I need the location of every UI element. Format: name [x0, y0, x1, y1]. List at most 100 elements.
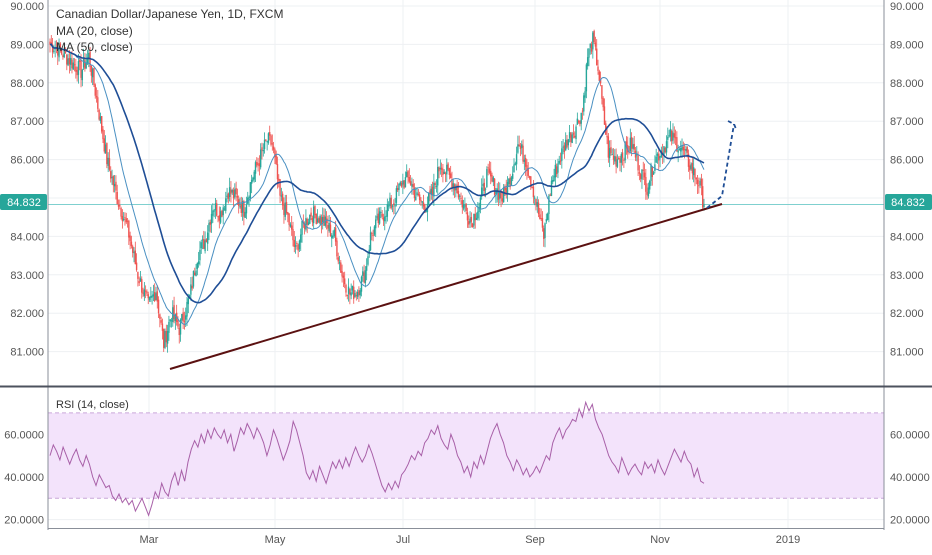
- candle-body: [195, 270, 197, 277]
- candle-body: [51, 44, 54, 53]
- price-tick-right: 88.000: [890, 78, 924, 90]
- ma20-legend[interactable]: MA (20, close): [56, 24, 133, 38]
- candle-body: [119, 204, 121, 207]
- candle-body: [97, 97, 99, 109]
- candle-body: [395, 188, 398, 203]
- rsi-legend[interactable]: RSI (14, close): [56, 399, 129, 411]
- candle-body: [652, 172, 655, 175]
- candle-body: [381, 213, 383, 217]
- candle-body: [262, 150, 264, 152]
- candle-body: [187, 298, 189, 305]
- candle-body: [241, 201, 244, 213]
- price-tick-left: 83.000: [10, 270, 44, 282]
- candle-body: [702, 186, 704, 208]
- candle-body: [259, 149, 262, 168]
- candle-body: [191, 285, 193, 289]
- candle-body: [598, 71, 601, 81]
- candle-body: [689, 165, 691, 171]
- candle-body: [132, 246, 134, 253]
- candle-body: [482, 183, 484, 187]
- candle-body: [616, 159, 619, 167]
- candle-body: [128, 220, 130, 238]
- candle-body: [53, 50, 55, 52]
- candle-body: [608, 148, 611, 159]
- candle-body: [276, 164, 279, 180]
- candle-body: [206, 232, 209, 244]
- candle-body: [500, 190, 502, 199]
- candle-body: [151, 295, 153, 298]
- candle-body: [553, 175, 555, 182]
- candle-body: [73, 64, 76, 66]
- candle-body: [174, 314, 177, 322]
- candle-body: [350, 292, 352, 296]
- candle-body: [535, 198, 537, 206]
- candle-body: [399, 182, 401, 185]
- candle-body: [572, 133, 575, 135]
- candle-body: [493, 178, 496, 195]
- candle-body: [514, 163, 516, 165]
- symbol-title[interactable]: Canadian Dollar/Japanese Yen, 1D, FXCM: [56, 7, 283, 21]
- candle-body: [462, 204, 465, 209]
- rsi-tick-right: 40.0000: [890, 472, 930, 484]
- candle-body: [274, 149, 276, 158]
- candle-body: [457, 191, 460, 198]
- candle-body: [219, 211, 222, 223]
- candle-body: [110, 171, 112, 179]
- ma50-legend[interactable]: MA (50, close): [56, 40, 133, 54]
- candle-body: [592, 32, 594, 50]
- candle-body: [99, 116, 102, 121]
- candle-body: [452, 183, 454, 188]
- candle-body: [146, 291, 148, 294]
- price-tick-left: 81.000: [10, 347, 44, 359]
- price-tick-left: 89.000: [10, 39, 44, 51]
- candle-body: [115, 181, 117, 191]
- candle-body: [214, 203, 217, 211]
- candle-body: [223, 208, 226, 210]
- trendline[interactable]: [169, 203, 723, 370]
- candle-body: [678, 149, 681, 151]
- candle-body: [66, 54, 68, 65]
- price-tick-left: 88.000: [10, 78, 44, 90]
- candle-body: [343, 278, 346, 285]
- candle-body: [376, 215, 378, 219]
- candle-body: [669, 128, 672, 137]
- candle-body: [448, 168, 451, 175]
- candle-body: [201, 239, 204, 241]
- candle-body: [512, 173, 514, 179]
- candle-body: [685, 148, 687, 152]
- candle-body: [340, 262, 342, 273]
- candle-body: [501, 198, 504, 202]
- candle-body: [406, 172, 408, 177]
- candle-body: [563, 145, 566, 152]
- time-tick: Mar: [140, 534, 159, 546]
- candle-body: [278, 178, 280, 181]
- candle-body: [470, 216, 473, 222]
- candle-body: [147, 294, 149, 299]
- candle-body: [269, 132, 271, 136]
- candle-body: [440, 167, 443, 170]
- candle-body: [120, 208, 122, 217]
- candle-body: [620, 154, 622, 163]
- price-tick-right: 81.000: [890, 347, 924, 359]
- candle-body: [497, 190, 500, 200]
- candle-body: [182, 312, 184, 322]
- candle-body: [283, 204, 285, 215]
- candle-body: [298, 240, 301, 250]
- candle-body: [249, 182, 252, 199]
- candle-body: [134, 250, 137, 265]
- candle-body: [502, 187, 505, 203]
- candle-body: [351, 285, 354, 291]
- candle-body: [646, 191, 648, 195]
- candle-body: [584, 91, 586, 98]
- candle-body: [473, 213, 475, 226]
- candle-body: [271, 143, 274, 145]
- price-tick-left: 87.000: [10, 116, 44, 128]
- candle-body: [194, 272, 196, 276]
- candle-body: [412, 183, 414, 188]
- candle-body: [325, 218, 328, 224]
- candle-body: [396, 188, 399, 191]
- candle-body: [196, 262, 199, 269]
- candle-body: [358, 290, 360, 296]
- candle-body: [365, 266, 368, 271]
